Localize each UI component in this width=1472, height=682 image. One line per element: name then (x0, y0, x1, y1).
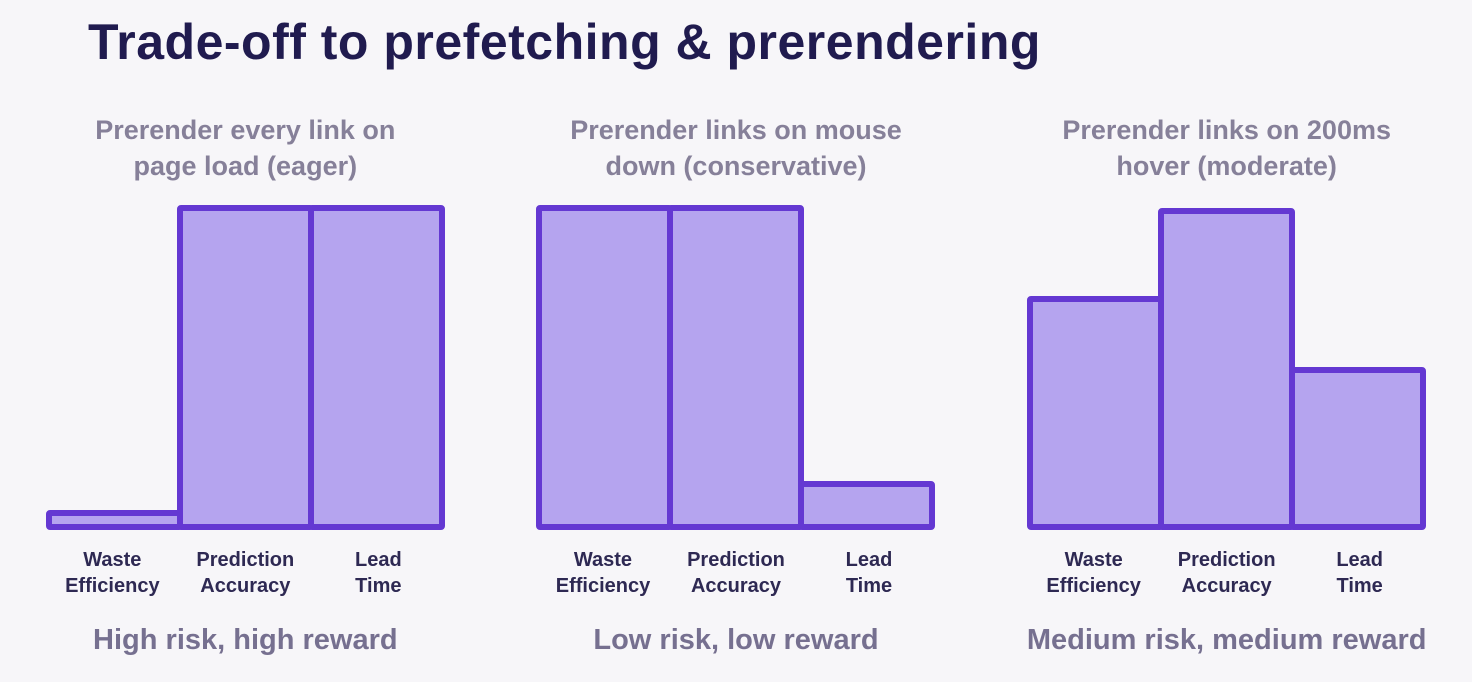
category-label-lead-time: Lead Time (802, 547, 935, 599)
risk-caption-conservative: Low risk, low reward (593, 624, 879, 656)
risk-caption-eager: High risk, high reward (93, 624, 398, 656)
category-label-lead-time: Lead Time (312, 547, 445, 599)
category-label-waste-efficiency: Waste Efficiency (1027, 547, 1160, 599)
category-label-prediction-accuracy: Prediction Accuracy (179, 547, 312, 599)
category-line: Accuracy (1181, 575, 1272, 597)
bar-lead-time (1289, 367, 1427, 530)
category-line: Efficiency (555, 575, 651, 597)
subtitle-line: Prerender every link on (95, 115, 396, 145)
bar-prediction-accuracy (667, 205, 805, 530)
category-labels: Waste Efficiency Prediction Accuracy Lea… (536, 547, 935, 599)
panel-eager: Prerender every link on page load (eager… (0, 112, 491, 657)
bar-prediction-accuracy (176, 205, 314, 530)
bar-chart-moderate (1027, 205, 1427, 530)
category-line: Time (355, 575, 402, 597)
category-line: Efficiency (1046, 575, 1141, 597)
bar-waste-efficiency (536, 205, 674, 530)
panel-eager-subtitle: Prerender every link on page load (eager… (95, 112, 395, 184)
category-line: Time (845, 575, 893, 597)
panel-moderate: Prerender links on 200ms hover (moderate… (981, 112, 1472, 657)
category-line: Waste (1064, 549, 1123, 571)
category-line: Accuracy (690, 575, 782, 597)
subtitle-line: page load (eager) (133, 151, 358, 181)
category-labels: Waste Efficiency Prediction Accuracy Lea… (46, 547, 445, 599)
bar-lead-time (798, 481, 936, 530)
category-label-prediction-accuracy: Prediction Accuracy (1160, 547, 1293, 599)
risk-caption-moderate: Medium risk, medium reward (1026, 624, 1427, 656)
bar-chart-conservative (536, 205, 936, 530)
subtitle-line: down (conservative) (605, 151, 867, 181)
category-line: Lead (354, 549, 402, 571)
category-label-waste-efficiency: Waste Efficiency (46, 547, 179, 599)
bar-waste-efficiency (45, 510, 183, 530)
subtitle-line: Prerender links on 200ms (1062, 115, 1391, 145)
category-label-lead-time: Lead Time (1293, 547, 1426, 599)
bar-chart-eager (45, 205, 445, 530)
category-line: Prediction (1177, 549, 1276, 571)
chart-panels: Prerender every link on page load (eager… (0, 112, 1472, 657)
category-line: Accuracy (200, 575, 291, 597)
category-line: Lead (1336, 549, 1383, 571)
panel-conservative: Prerender links on mouse down (conservat… (491, 112, 982, 657)
category-label-prediction-accuracy: Prediction Accuracy (669, 547, 802, 599)
category-label-waste-efficiency: Waste Efficiency (536, 547, 669, 599)
page-title: Trade-off to prefetching & prerendering (88, 14, 1041, 70)
category-line: Time (1336, 575, 1383, 597)
bar-lead-time (307, 205, 445, 530)
category-labels: Waste Efficiency Prediction Accuracy Lea… (1027, 547, 1426, 599)
panel-conservative-subtitle: Prerender links on mouse down (conservat… (570, 112, 902, 184)
subtitle-line: hover (moderate) (1116, 151, 1337, 181)
category-line: Efficiency (65, 575, 160, 597)
bar-waste-efficiency (1027, 296, 1165, 530)
category-line: Prediction (687, 549, 785, 571)
category-line: Waste (83, 549, 142, 571)
subtitle-line: Prerender links on mouse (570, 115, 902, 145)
category-line: Lead (845, 549, 893, 571)
category-line: Prediction (196, 549, 295, 571)
panel-moderate-subtitle: Prerender links on 200ms hover (moderate… (1062, 112, 1391, 184)
bar-prediction-accuracy (1158, 208, 1296, 530)
category-line: Waste (573, 549, 633, 571)
